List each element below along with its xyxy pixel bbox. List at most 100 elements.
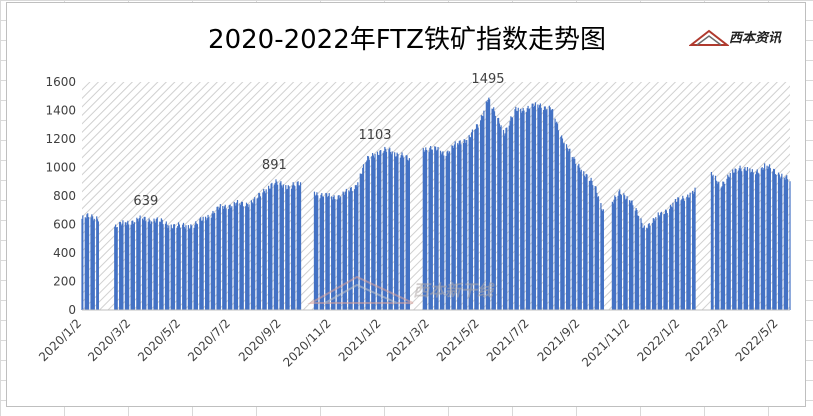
bar [464, 140, 466, 310]
bar [600, 203, 602, 310]
bar [92, 216, 94, 310]
bar [454, 141, 456, 310]
bar [466, 139, 468, 310]
bar [476, 124, 478, 310]
bar [497, 118, 499, 310]
bar [138, 218, 140, 310]
bar [453, 144, 456, 310]
bar [258, 192, 260, 310]
bar [187, 225, 189, 310]
bar [168, 225, 170, 310]
bar [774, 173, 776, 310]
bar [646, 228, 649, 310]
bar [130, 224, 132, 310]
bar [458, 140, 460, 310]
bar [451, 145, 453, 310]
bar [348, 190, 350, 310]
bar [371, 156, 373, 310]
bar [145, 221, 147, 310]
bar [654, 220, 656, 310]
bar [463, 139, 465, 310]
bar [188, 229, 190, 310]
bar [227, 209, 230, 310]
bar [277, 184, 279, 310]
bar [717, 181, 719, 310]
bar [150, 221, 153, 310]
bar [177, 226, 179, 310]
watermark-mark-icon [307, 275, 414, 304]
bar [213, 213, 215, 310]
bar [342, 191, 344, 310]
bar [641, 222, 643, 310]
bar [132, 220, 134, 310]
bar [439, 150, 442, 310]
bar [343, 192, 345, 310]
bar [692, 193, 695, 310]
bar [789, 181, 791, 310]
bar [91, 214, 93, 310]
bar [84, 217, 86, 310]
bar [424, 150, 426, 310]
bar [470, 137, 472, 310]
bar [538, 107, 540, 310]
bar [291, 185, 293, 310]
bar [355, 184, 357, 310]
bar [288, 186, 290, 310]
bar [195, 223, 198, 310]
chart-area[interactable]: 0 200 400 600 800 1000 1200 1400 1600 2020/1/2 20… [6, 2, 806, 407]
bar [733, 172, 735, 310]
bar [597, 196, 600, 310]
bar [354, 185, 356, 310]
bar [634, 210, 636, 310]
bar [137, 221, 140, 310]
bar [293, 184, 295, 310]
bar [361, 173, 363, 310]
bar [407, 159, 409, 310]
bar [183, 226, 185, 310]
bar [219, 204, 221, 310]
bar [643, 225, 645, 310]
bar [274, 182, 276, 310]
bar [201, 220, 203, 310]
bar [584, 177, 586, 310]
x-tick-label: 2021/9/2 [535, 316, 583, 364]
bar [212, 210, 214, 310]
x-tick-label: 2021/5/2 [434, 316, 482, 364]
bar [173, 224, 176, 310]
bar [388, 149, 390, 310]
bar [726, 178, 728, 310]
bar [434, 146, 437, 310]
bar [714, 175, 717, 310]
bar [131, 220, 133, 310]
bar [256, 198, 258, 310]
bar [632, 205, 634, 310]
bar [580, 169, 582, 310]
bar [628, 200, 631, 310]
bar [571, 157, 573, 310]
bar [166, 224, 168, 310]
bar [326, 197, 329, 310]
bar [276, 181, 278, 310]
y-tick-label: 600 [53, 218, 76, 232]
bar [681, 198, 683, 310]
bar [657, 212, 659, 310]
bar [82, 215, 84, 310]
bar [172, 228, 174, 310]
bar [436, 149, 438, 310]
bar [435, 150, 438, 310]
bar [481, 115, 483, 310]
bar [394, 152, 396, 310]
bar [750, 172, 752, 310]
bar [280, 181, 282, 310]
bar [148, 218, 150, 310]
bar [471, 129, 474, 310]
bar [217, 206, 219, 310]
bar [401, 152, 403, 310]
x-tick-label: 2020/11/2 [280, 316, 333, 369]
bar [477, 127, 479, 310]
bar [402, 155, 404, 310]
bar [257, 197, 259, 310]
bar [554, 118, 556, 310]
bar [245, 206, 247, 310]
bar [320, 194, 322, 310]
